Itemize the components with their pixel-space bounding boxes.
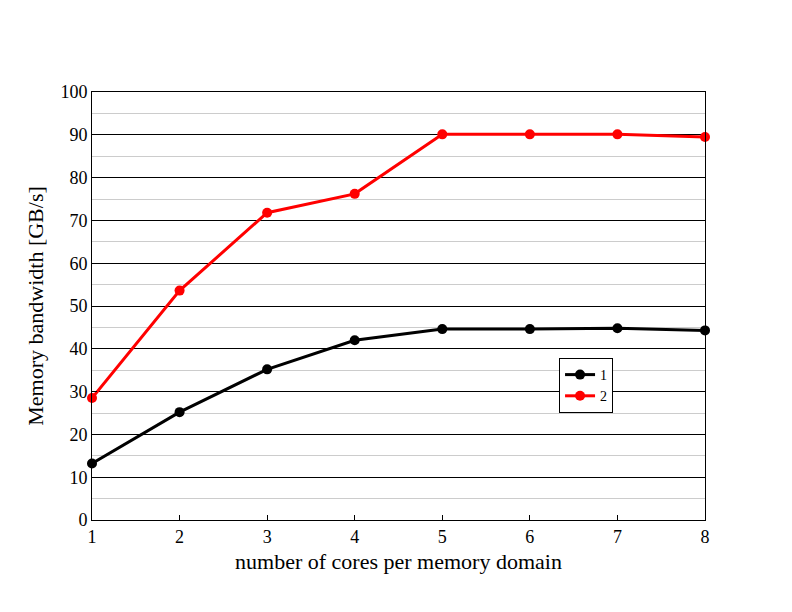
svg-text:0: 0 bbox=[78, 510, 87, 530]
svg-text:6: 6 bbox=[525, 527, 534, 547]
svg-text:number of cores per memory dom: number of cores per memory domain bbox=[235, 549, 562, 574]
svg-text:8: 8 bbox=[701, 527, 710, 547]
svg-text:70: 70 bbox=[69, 211, 87, 231]
svg-text:90: 90 bbox=[69, 125, 87, 145]
svg-text:80: 80 bbox=[69, 168, 87, 188]
svg-text:30: 30 bbox=[69, 382, 87, 402]
svg-text:1: 1 bbox=[600, 368, 607, 383]
svg-text:100: 100 bbox=[60, 82, 87, 102]
svg-text:Memory bandwidth [GB/s]: Memory bandwidth [GB/s] bbox=[23, 186, 48, 426]
svg-text:60: 60 bbox=[69, 254, 87, 274]
svg-text:2: 2 bbox=[175, 527, 184, 547]
svg-text:2: 2 bbox=[600, 389, 607, 404]
svg-text:10: 10 bbox=[69, 468, 87, 488]
svg-text:20: 20 bbox=[69, 425, 87, 445]
svg-text:40: 40 bbox=[69, 339, 87, 359]
svg-text:5: 5 bbox=[438, 527, 447, 547]
svg-text:50: 50 bbox=[69, 296, 87, 316]
svg-text:7: 7 bbox=[613, 527, 622, 547]
svg-text:3: 3 bbox=[263, 527, 272, 547]
svg-text:1: 1 bbox=[88, 527, 97, 547]
svg-text:4: 4 bbox=[350, 527, 359, 547]
